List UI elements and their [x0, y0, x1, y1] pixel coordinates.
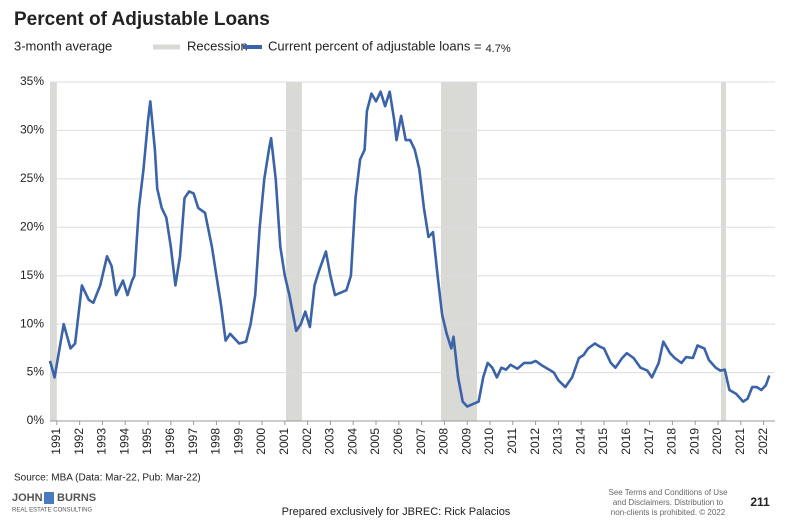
disclaimer: non-clients is prohibited. © 2022 — [611, 508, 726, 517]
logo-text: REAL ESTATE CONSULTING — [12, 508, 92, 514]
recession-band — [50, 82, 57, 421]
x-tick-label: 2000 — [254, 428, 268, 455]
y-tick-label: 10% — [20, 316, 44, 330]
page-number: 211 — [750, 495, 770, 509]
x-tick-label: 2019 — [687, 428, 701, 455]
x-tick-label: 2013 — [551, 428, 565, 455]
logo-text: JOHN — [12, 492, 43, 504]
x-tick-label: 2016 — [619, 428, 633, 455]
disclaimer: See Terms and Conditions of Use — [608, 488, 728, 497]
x-tick-label: 2020 — [710, 428, 724, 455]
chart-title: Percent of Adjustable Loans — [14, 9, 270, 30]
recession-band — [720, 82, 726, 421]
x-tick-label: 2014 — [573, 428, 587, 455]
x-tick-label: 2009 — [459, 428, 473, 455]
recession-band — [285, 82, 302, 421]
disclaimer: and Disclaimers. Distribution to — [613, 498, 724, 507]
x-tick-label: 1994 — [117, 428, 131, 455]
x-tick-label: 2003 — [323, 428, 337, 455]
x-tick-label: 2005 — [368, 428, 382, 455]
x-tick-label: 1996 — [163, 428, 177, 455]
x-tick-label: 2008 — [437, 428, 451, 455]
recession-band — [440, 82, 478, 421]
x-tick-label: 2001 — [277, 428, 291, 455]
x-tick-label: 2011 — [505, 428, 519, 454]
x-tick-label: 1992 — [72, 428, 86, 455]
source: Source: MBA (Data: Mar-22, Pub: Mar-22) — [14, 473, 201, 484]
y-tick-label: 15% — [20, 268, 44, 282]
y-tick-label: 0% — [27, 413, 45, 427]
x-tick-label: 1999 — [231, 428, 245, 455]
prepared: Prepared exclusively for JBREC: Rick Pal… — [282, 506, 511, 518]
y-tick-label: 35% — [20, 74, 44, 88]
x-tick-label: 2021 — [733, 428, 747, 455]
x-tick-label: 2010 — [482, 428, 496, 455]
y-tick-label: 25% — [20, 171, 44, 185]
x-tick-label: 2018 — [665, 428, 679, 455]
x-tick-label: 2012 — [528, 428, 542, 455]
current-value-label: 4.7% — [486, 43, 511, 55]
y-tick-label: 30% — [20, 123, 44, 137]
subtitle: 3-month average — [14, 38, 112, 53]
y-tick-label: 5% — [27, 365, 45, 379]
x-tick-label: 2007 — [414, 428, 428, 455]
x-tick-label: 1995 — [140, 428, 154, 455]
x-tick-label: 2017 — [642, 428, 656, 455]
data-line — [48, 90, 771, 408]
x-tick-label: 1991 — [49, 428, 63, 455]
logo-text: BURNS — [57, 492, 96, 504]
x-tick-label: 2002 — [300, 428, 314, 455]
legend-label: Recession — [187, 38, 248, 53]
x-tick-label: 1998 — [209, 428, 223, 455]
x-tick-label: 2006 — [391, 428, 405, 455]
x-tick-label: 1993 — [95, 428, 109, 455]
x-tick-label: 1997 — [186, 428, 200, 455]
x-tick-label: 2022 — [756, 428, 770, 455]
x-tick-label: 2004 — [345, 428, 359, 455]
logo-icon — [44, 492, 54, 504]
x-tick-label: 2015 — [596, 428, 610, 455]
legend-label: Current percent of adjustable loans = — [268, 38, 482, 53]
y-tick-label: 20% — [20, 219, 44, 233]
